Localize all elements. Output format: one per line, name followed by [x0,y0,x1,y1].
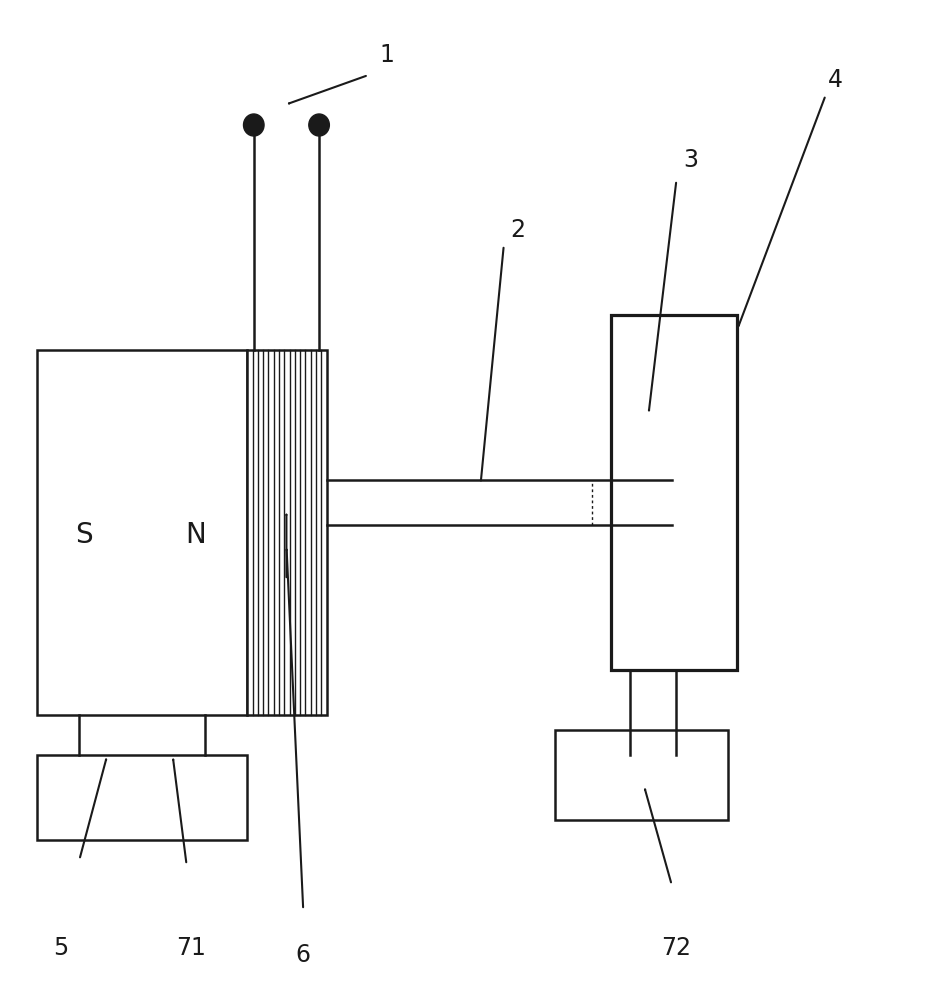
Text: 72: 72 [661,936,691,960]
Text: 71: 71 [176,936,206,960]
Bar [247,350,327,715]
Bar [555,730,728,820]
Text: 5: 5 [53,936,68,960]
Text: 6: 6 [296,943,311,967]
Text: 3: 3 [683,148,698,172]
Text: S: S [76,521,92,549]
Text: 1: 1 [380,43,395,67]
Bar [37,755,247,840]
Bar [37,350,247,715]
Text: 2: 2 [510,218,525,242]
Text: 4: 4 [828,68,842,92]
Circle shape [244,114,264,136]
Bar [611,315,737,670]
Circle shape [309,114,329,136]
Text: N: N [186,521,206,549]
